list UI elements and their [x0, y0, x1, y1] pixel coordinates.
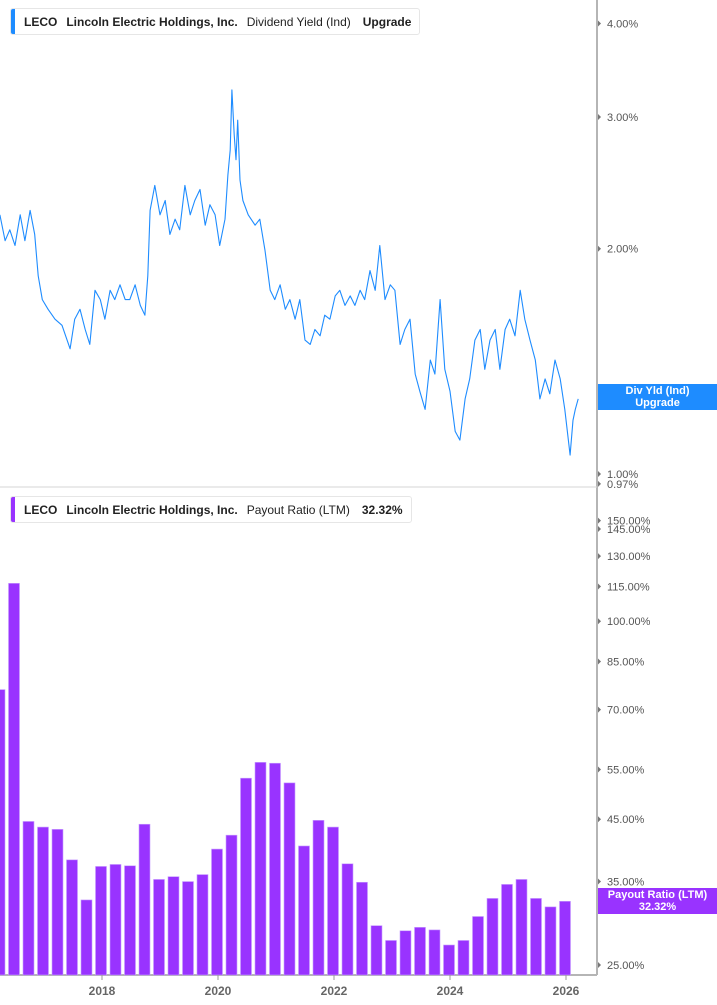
- series-color-marker: [11, 9, 15, 34]
- y-tick-mark: [598, 658, 601, 665]
- y-tick-label: 55.00%: [607, 764, 645, 776]
- y-tick-mark: [598, 962, 601, 968]
- y-tick-label: 0.97%: [607, 479, 638, 491]
- y-tick-mark: [598, 618, 601, 625]
- legend-ticker: LECO: [24, 14, 58, 29]
- y-tick-mark: [598, 245, 601, 252]
- payout-ratio-bar: [196, 874, 209, 976]
- y-tick-label: 70.00%: [607, 705, 645, 717]
- payout-ratio-bar: [312, 820, 325, 976]
- y-tick-label: 150.00%: [607, 516, 651, 528]
- payout-ratio-bar: [80, 899, 93, 976]
- payout-ratio-bar: [22, 821, 35, 976]
- x-tick-label: 2022: [321, 984, 348, 998]
- flag-value: Upgrade: [635, 397, 680, 409]
- payout-ratio-bar: [399, 930, 412, 976]
- payout-ratio-bar: [225, 834, 238, 976]
- payout-ratio-bar: [428, 929, 441, 976]
- legend-value: 32.32%: [361, 502, 403, 517]
- y-tick-label: 115.00%: [607, 582, 650, 594]
- payout-ratio-bar: [559, 901, 571, 976]
- y-tick-mark: [598, 766, 601, 773]
- payout-ratio-bar: [182, 881, 194, 976]
- payout-ratio-bar: [51, 829, 64, 976]
- payout-ratio-bar: [269, 762, 281, 976]
- y-tick-label: 100.00%: [607, 616, 651, 628]
- payout-ratio-bar: [472, 916, 484, 976]
- dividend-yield-price-flag: Div Yld (Ind) Upgrade: [598, 384, 717, 410]
- y-tick-mark: [598, 113, 601, 120]
- payout-ratio-legend[interactable]: LECO Lincoln Electric Holdings, Inc. Pay…: [10, 496, 412, 523]
- y-tick-mark: [598, 583, 601, 590]
- y-tick-mark: [598, 706, 601, 713]
- payout-ratio-bar: [486, 898, 499, 976]
- y-tick-label: 25.00%: [607, 960, 645, 972]
- payout-ratio-bar: [109, 864, 122, 976]
- payout-ratio-bar: [298, 845, 310, 976]
- y-tick-label: 145.00%: [607, 524, 651, 536]
- payout-ratio-bar: [356, 881, 368, 976]
- legend-upgrade-link[interactable]: Upgrade: [362, 14, 412, 29]
- flag-label: Div Yld (Ind): [625, 385, 690, 397]
- y-tick-label: 130.00%: [607, 551, 651, 563]
- y-tick-mark: [598, 553, 601, 560]
- payout-ratio-bar: [341, 863, 354, 976]
- y-tick-label: 1.00%: [607, 469, 638, 481]
- flag-label: Payout Ratio (LTM): [607, 889, 708, 901]
- payout-ratio-bar: [457, 940, 470, 976]
- payout-ratio-bar: [283, 782, 296, 976]
- payout-ratio-bar: [385, 940, 397, 976]
- y-tick-mark: [598, 20, 601, 27]
- payout-ratio-bar: [8, 583, 20, 976]
- payout-ratio-bar: [0, 689, 6, 976]
- payout-ratio-bar: [95, 866, 107, 976]
- payout-ratio-bar: [515, 879, 528, 976]
- y-tick-label: 3.00%: [607, 112, 638, 124]
- dividend-yield-line: [0, 89, 579, 456]
- payout-ratio-bar: [37, 826, 49, 976]
- payout-ratio-bar: [501, 884, 513, 976]
- y-tick-mark: [598, 480, 601, 487]
- payout-ratio-bar: [544, 906, 557, 976]
- x-tick-label: 2020: [205, 984, 232, 998]
- x-tick-label: 2026: [553, 984, 580, 998]
- legend-metric: Dividend Yield (Ind): [246, 14, 351, 29]
- payout-ratio-bar: [167, 876, 180, 976]
- y-tick-mark: [598, 878, 601, 885]
- payout-ratio-bar: [240, 777, 252, 976]
- payout-ratio-bar: [414, 927, 426, 976]
- payout-ratio-bar: [443, 944, 455, 976]
- y-tick-label: 35.00%: [607, 877, 645, 889]
- legend-ticker: LECO: [24, 502, 58, 517]
- y-tick-label: 45.00%: [607, 814, 645, 826]
- y-tick-mark: [598, 816, 601, 823]
- legend-company: Lincoln Electric Holdings, Inc.: [66, 14, 238, 29]
- payout-ratio-bar: [370, 925, 383, 976]
- y-tick-label: 4.00%: [607, 18, 638, 30]
- payout-ratio-bar: [138, 823, 151, 976]
- y-tick-mark: [598, 526, 601, 533]
- payout-ratio-bar: [153, 879, 165, 976]
- y-tick-mark: [598, 517, 601, 524]
- y-tick-label: 2.00%: [607, 244, 638, 256]
- y-tick-mark: [598, 471, 601, 477]
- legend-company: Lincoln Electric Holdings, Inc.: [66, 502, 238, 517]
- x-tick-label: 2024: [437, 984, 464, 998]
- payout-ratio-bar: [124, 865, 136, 976]
- dividend-yield-legend[interactable]: LECO Lincoln Electric Holdings, Inc. Div…: [10, 8, 421, 35]
- payout-ratio-price-flag: Payout Ratio (LTM) 32.32%: [598, 888, 717, 914]
- payout-ratio-bar: [254, 762, 267, 976]
- y-tick-label: 85.00%: [607, 657, 645, 669]
- payout-ratio-bar: [327, 826, 339, 976]
- payout-ratio-bar: [66, 859, 78, 976]
- payout-ratio-bar: [530, 898, 542, 976]
- x-tick-label: 2018: [89, 984, 116, 998]
- flag-value: 32.32%: [638, 901, 677, 913]
- legend-metric: Payout Ratio (LTM): [246, 502, 350, 517]
- payout-ratio-bar: [211, 848, 223, 976]
- series-color-marker: [11, 497, 15, 522]
